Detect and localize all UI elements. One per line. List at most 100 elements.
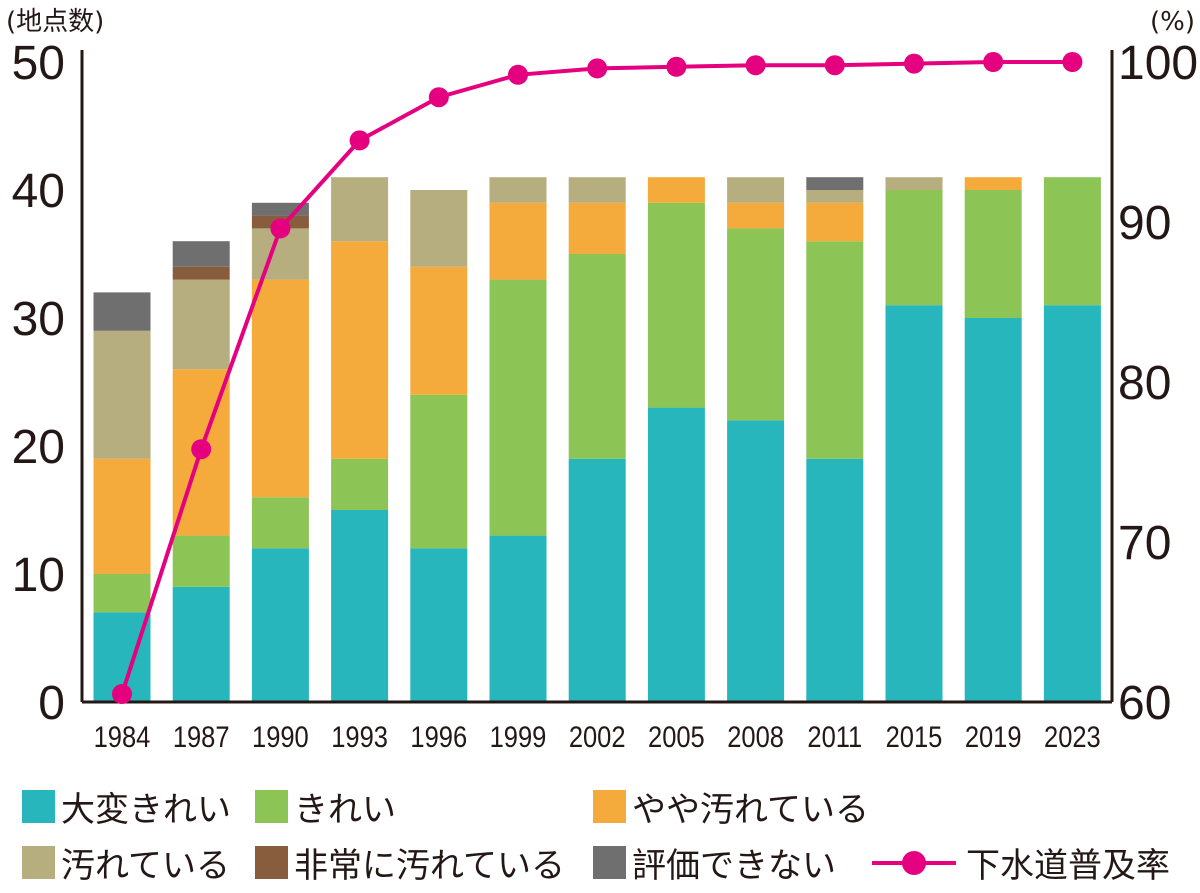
legend-item-0: 大変きれい [22, 782, 231, 831]
legend-swatch [255, 846, 288, 879]
bar-2011-series-3 [806, 190, 864, 203]
legend-label: 下水道普及率 [966, 846, 1170, 886]
bar-1993-series-3 [331, 177, 389, 242]
left-tick-label: 30 [12, 293, 65, 346]
legend-swatch [22, 790, 55, 823]
x-tick-label: 1996 [410, 720, 467, 753]
bar-1990-series-0 [251, 548, 309, 702]
bar-1984-series-1 [93, 574, 151, 613]
line-point-2011 [824, 55, 845, 76]
legend-label: 評価できない [632, 846, 836, 886]
bar-1993-series-1 [331, 458, 389, 510]
bar-1984-series-3 [93, 330, 151, 459]
bar-2019-series-1 [964, 190, 1022, 318]
bar-2008-series-3 [727, 177, 785, 203]
bar-2019-series-2 [964, 177, 1022, 190]
legend-label: 非常に汚れている [294, 846, 565, 886]
x-tick-label: 1990 [252, 720, 309, 753]
legend-label: やや汚れている [632, 790, 869, 830]
right-tick-label: 100 [1118, 37, 1198, 90]
bar-1993-series-2 [331, 241, 389, 459]
x-tick-label: 2002 [569, 720, 626, 753]
bar-1999-series-3 [489, 177, 547, 203]
legend-item-5: 評価できない [593, 838, 836, 887]
line-point-1990 [270, 218, 291, 239]
bar-2005-series-1 [647, 202, 705, 408]
bar-1987-series-4 [172, 266, 230, 280]
legend-label: 汚れている [61, 846, 230, 886]
bar-2008-series-1 [727, 228, 785, 421]
right-tick-label: 60 [1118, 677, 1171, 730]
left-axis-title: (地点数) [6, 7, 104, 37]
line-point-1984 [112, 684, 132, 704]
legend-label: 大変きれい [61, 790, 231, 830]
bar-1987-series-3 [172, 279, 230, 370]
legend-item-6: 下水道普及率 [872, 838, 1170, 887]
bar-2023-series-0 [1043, 305, 1101, 702]
bar-1990-series-1 [251, 497, 309, 549]
legend-line-marker [872, 846, 956, 879]
line-point-1987 [191, 439, 212, 460]
bar-1993-series-0 [331, 510, 389, 702]
right-tick-label: 70 [1118, 517, 1171, 570]
line-point-2002 [587, 58, 608, 79]
left-tick-label: 50 [12, 37, 65, 90]
legend-item-1: きれい [255, 782, 396, 831]
line-point-1996 [428, 87, 449, 108]
bar-2002-series-0 [568, 458, 626, 702]
bar-1996-series-0 [410, 548, 468, 702]
line-point-2005 [666, 56, 687, 77]
bar-1987-series-5 [172, 241, 230, 267]
legend-swatch [593, 846, 626, 879]
legend-item-4: 非常に汚れている [255, 838, 565, 887]
x-tick-label: 2008 [727, 720, 784, 753]
bar-1996-series-3 [410, 190, 468, 267]
legend-swatch [593, 790, 626, 823]
left-tick-label: 20 [12, 421, 65, 474]
x-tick-label: 2019 [965, 720, 1022, 753]
bar-2005-series-2 [647, 177, 705, 203]
line-point-2019 [983, 52, 1004, 72]
bar-2002-series-2 [568, 202, 626, 254]
bar-1999-series-0 [489, 535, 547, 702]
bar-1999-series-2 [489, 202, 547, 280]
x-tick-label: 2015 [886, 720, 943, 753]
bar-1987-series-1 [172, 535, 230, 587]
bar-2015-series-1 [885, 190, 943, 306]
bar-2015-series-3 [885, 177, 943, 190]
bar-2015-series-0 [885, 305, 943, 702]
x-tick-label: 2023 [1044, 720, 1101, 753]
bar-1999-series-1 [489, 279, 547, 536]
bar-2011-series-2 [806, 202, 864, 242]
line-point-1999 [508, 64, 528, 85]
x-tick-label: 1984 [94, 720, 151, 753]
bar-2002-series-1 [568, 254, 626, 459]
bar-2008-series-0 [727, 420, 785, 702]
legend-swatch [22, 846, 55, 879]
right-axis-title: (%) [1150, 7, 1195, 37]
bar-1987-series-0 [172, 586, 230, 702]
legend-swatch [255, 790, 288, 823]
right-tick-label: 90 [1118, 197, 1171, 250]
bar-2023-series-1 [1043, 177, 1101, 306]
bar-2008-series-2 [727, 202, 785, 229]
left-tick-label: 10 [12, 549, 65, 602]
x-tick-label: 1987 [173, 720, 230, 753]
bar-1984-series-2 [93, 458, 151, 574]
line-point-2015 [904, 53, 924, 74]
bar-1984-series-5 [93, 292, 151, 331]
right-tick-label: 80 [1118, 357, 1171, 410]
legend-label: きれい [294, 790, 396, 830]
bar-2019-series-0 [964, 318, 1022, 702]
bar-1990-series-2 [251, 279, 309, 498]
x-tick-label: 1993 [331, 720, 388, 753]
bar-2011-series-0 [806, 458, 864, 702]
bar-1996-series-2 [410, 266, 468, 395]
bar-2002-series-3 [568, 177, 626, 203]
legend-item-2: やや汚れている [593, 782, 869, 831]
line-point-2023 [1062, 52, 1083, 72]
bar-1996-series-1 [410, 394, 468, 549]
bar-2005-series-0 [647, 407, 705, 702]
left-tick-label: 0 [38, 677, 65, 730]
